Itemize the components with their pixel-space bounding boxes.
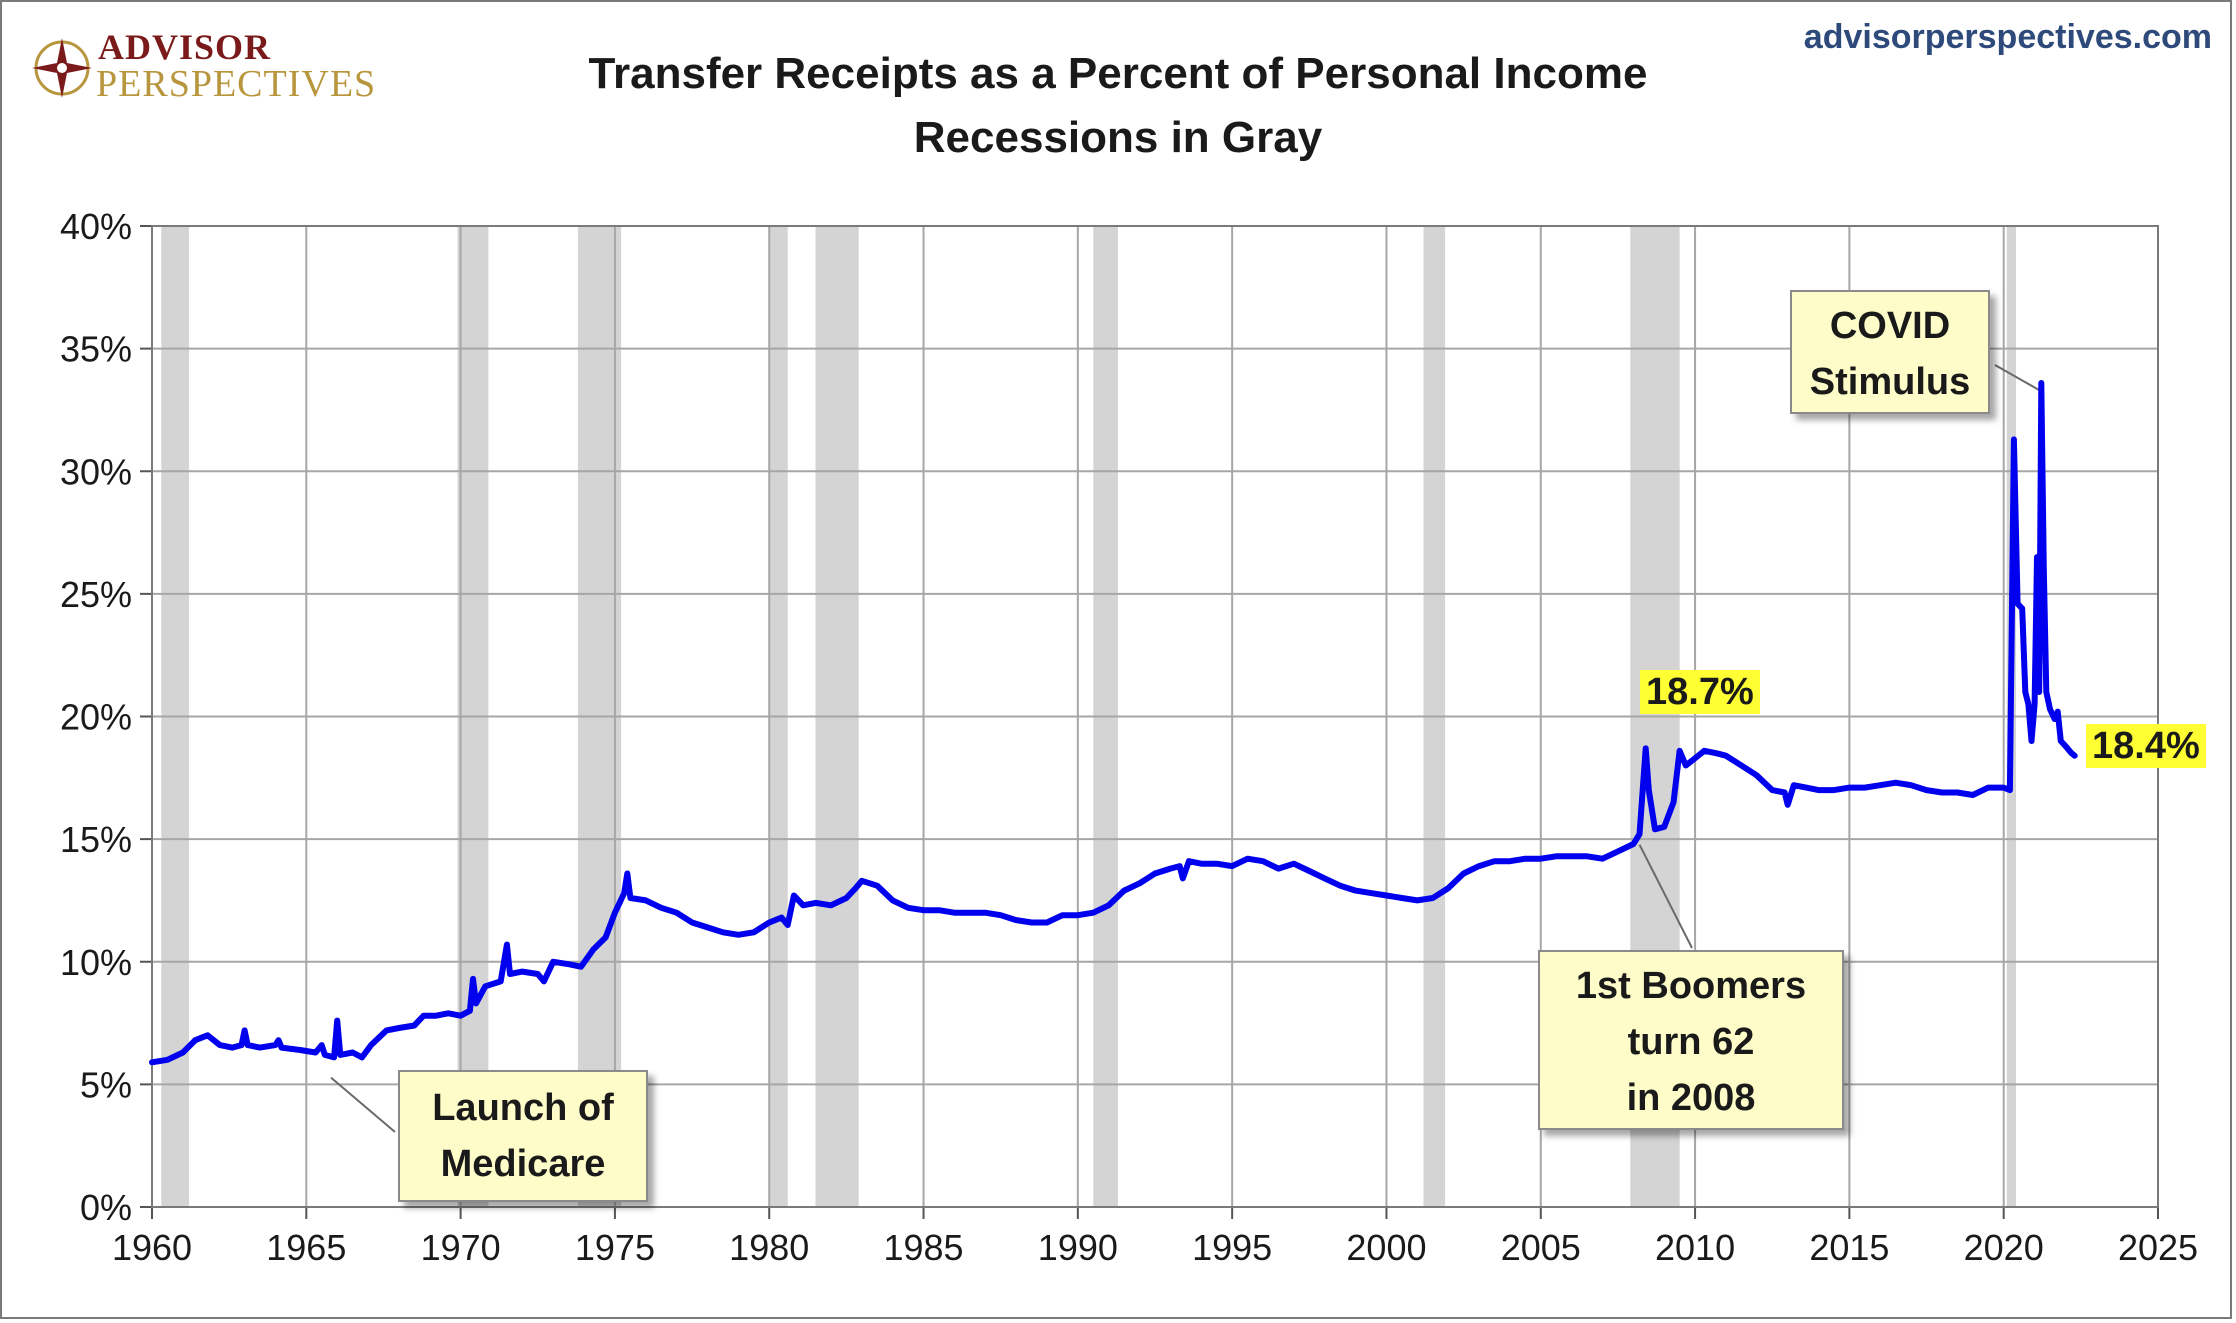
y-tick-label-3: 15% xyxy=(60,819,132,860)
compass-star-icon xyxy=(32,38,92,98)
chart-subtitle: Recessions in Gray xyxy=(913,113,1323,162)
annotation-covid-line2: Stimulus xyxy=(1809,361,1971,403)
annotation-boomers-line2: turn 62 xyxy=(1627,1021,1755,1063)
y-tick-label-5: 25% xyxy=(60,574,132,615)
y-tick-label-4: 20% xyxy=(60,697,132,738)
last-value-label: 18.4% xyxy=(2086,724,2206,768)
logo-text-advisor: ADVISOR xyxy=(98,27,272,67)
x-tick-label-6: 1990 xyxy=(1038,1227,1118,1268)
annotation-medicare-line1: Launch of xyxy=(432,1087,614,1129)
axes: 0% 5% 10% 15% 20% 25% 30% 35% 40% 1960 1965 1970 197… xyxy=(60,206,2198,1268)
x-tick-label-2: 1970 xyxy=(421,1227,501,1268)
site-url[interactable]: advisorperspectives.com xyxy=(1803,18,2212,56)
chart-title: Transfer Receipts as a Percent of Person… xyxy=(588,49,1648,98)
annotation-medicare: Launch of Medicare xyxy=(398,1070,648,1202)
x-tick-label-12: 2020 xyxy=(1964,1227,2044,1268)
advisor-perspectives-logo: ADVISOR PERSPECTIVES xyxy=(30,26,375,106)
y-tick-label-0: 0% xyxy=(80,1187,132,1228)
x-tick-label-3: 1975 xyxy=(575,1227,655,1268)
x-tick-label-1: 1965 xyxy=(266,1227,346,1268)
annotation-boomers-line3: in 2008 xyxy=(1626,1077,1756,1119)
x-tick-label-4: 1980 xyxy=(729,1227,809,1268)
x-tick-label-5: 1985 xyxy=(883,1227,963,1268)
series-layer xyxy=(149,380,2078,1066)
y-tick-label-1: 5% xyxy=(80,1064,132,1105)
y-tick-label-7: 35% xyxy=(60,329,132,370)
leader-medicare xyxy=(330,1076,396,1133)
leader-covid xyxy=(1994,364,2042,392)
x-tick-label-9: 2005 xyxy=(1501,1227,1581,1268)
y-tick-label-2: 10% xyxy=(60,942,132,983)
annotation-covid-line1: COVID xyxy=(1829,305,1951,347)
y-tick-label-8: 40% xyxy=(60,206,132,247)
peak-value-label: 18.7% xyxy=(1640,670,1760,714)
x-tick-label-13: 2025 xyxy=(2118,1227,2198,1268)
annotation-covid-stimulus: COVID Stimulus xyxy=(1790,290,1990,414)
annotation-boomers-line1: 1st Boomers xyxy=(1575,965,1807,1007)
y-tick-label-6: 30% xyxy=(60,451,132,492)
chart-title-block: Transfer Receipts as a Percent of Person… xyxy=(0,42,2236,170)
series-line-0 xyxy=(149,380,2078,1066)
annotation-medicare-line2: Medicare xyxy=(440,1143,606,1185)
annotation-leaders xyxy=(330,364,2042,1133)
annotation-boomers: 1st Boomers turn 62 in 2008 xyxy=(1538,950,1844,1130)
x-tick-label-10: 2010 xyxy=(1655,1227,1735,1268)
x-tick-label-7: 1995 xyxy=(1192,1227,1272,1268)
logo-text-perspectives: PERSPECTIVES xyxy=(96,63,377,105)
plot-area-border xyxy=(151,225,2159,1208)
x-tick-label-11: 2015 xyxy=(1809,1227,1889,1268)
leader-boomers xyxy=(1638,844,1693,949)
x-tick-label-0: 1960 xyxy=(112,1227,192,1268)
x-tick-label-8: 2000 xyxy=(1346,1227,1426,1268)
